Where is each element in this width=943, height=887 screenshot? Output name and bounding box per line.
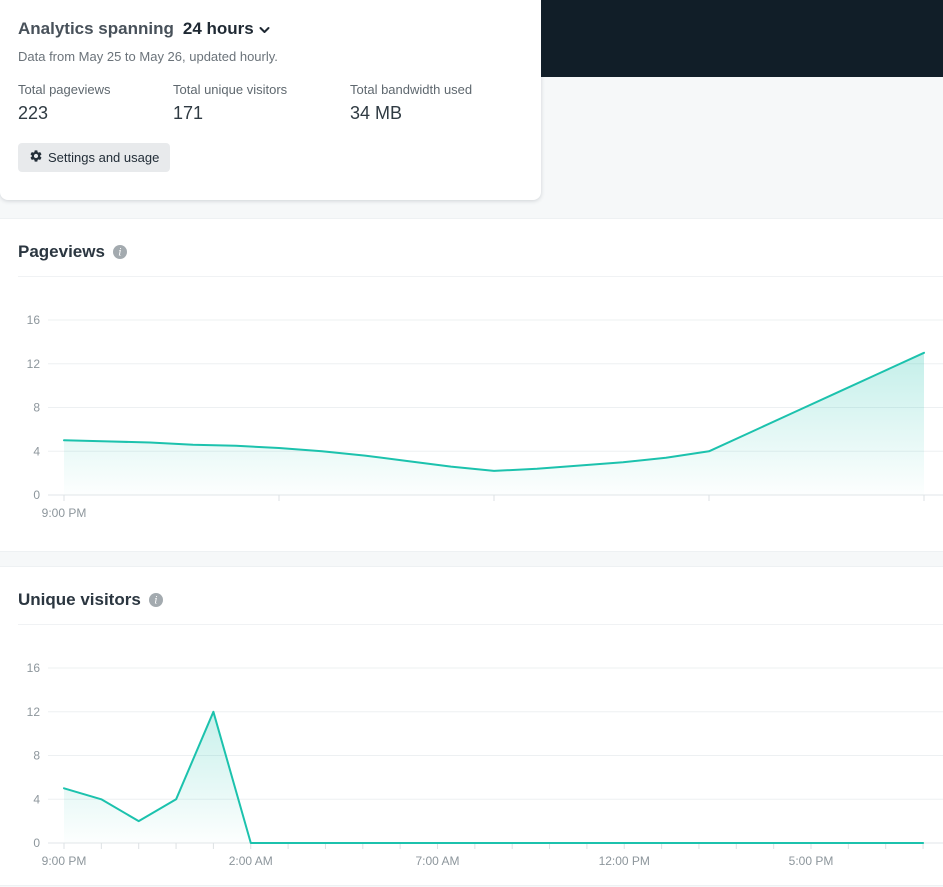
x-axis-label: 9:00 PM	[42, 854, 87, 868]
panel-divider	[18, 624, 943, 625]
x-axis-label: 9:00 PM	[42, 506, 87, 520]
settings-button-label: Settings and usage	[48, 150, 160, 165]
unique-visitors-chart[interactable]: 0 4 8 12 16 9:00 PM 2:00 AM 7:00 AM 12:00 PM 5:00…	[0, 637, 943, 887]
info-icon: i	[112, 245, 127, 262]
unique-visitors-info-button[interactable]: i	[148, 593, 163, 610]
stat-total-pageviews: Total pageviews 223	[18, 82, 173, 124]
x-axis-label: 7:00 AM	[415, 854, 459, 868]
series-line	[63, 710, 925, 844]
series-area	[64, 711, 924, 843]
card-title-row: Analytics spanning 24 hours	[18, 19, 523, 39]
pageviews-chart[interactable]: 0 4 8 12 16 9:00 PM	[0, 289, 943, 539]
y-axis-label: 4	[33, 792, 40, 806]
unique-visitors-panel: Unique visitors i 0 4 8 12 16 9:00 PM 2:00 AM 7…	[0, 566, 943, 886]
stat-value: 223	[18, 103, 49, 123]
x-axis-label: 12:00 PM	[599, 854, 650, 868]
y-axis-label: 4	[33, 444, 40, 458]
y-axis-label: 16	[27, 313, 41, 327]
settings-and-usage-button[interactable]: Settings and usage	[18, 143, 171, 172]
unique-visitors-title: Unique visitors	[18, 590, 141, 609]
pageviews-info-button[interactable]: i	[112, 245, 127, 262]
gear-icon	[29, 149, 43, 166]
y-axis-label: 12	[27, 705, 41, 719]
series-line	[63, 351, 925, 472]
stat-label: Total unique visitors	[173, 82, 288, 97]
card-title: Analytics spanning	[18, 19, 174, 38]
pageviews-title: Pageviews	[18, 242, 105, 261]
y-axis-label: 16	[27, 661, 41, 675]
y-axis-label: 12	[27, 357, 41, 371]
top-navbar-region	[541, 0, 943, 77]
pageviews-panel: Pageviews i 0 4 8 12 16 9:00 PM	[0, 218, 943, 552]
x-axis-label: 2:00 AM	[229, 854, 273, 868]
y-axis-label: 0	[33, 488, 40, 502]
data-range-subtitle: Data from May 25 to May 26, updated hour…	[18, 49, 278, 64]
chevron-down-icon	[259, 19, 270, 39]
analytics-summary-card: Analytics spanning 24 hours Data from Ma…	[0, 0, 541, 200]
stat-total-unique-visitors: Total unique visitors 171	[173, 82, 350, 124]
svg-text:i: i	[154, 596, 157, 607]
y-axis-label: 0	[33, 836, 40, 850]
stat-label: Total pageviews	[18, 82, 111, 97]
y-axis-label: 8	[33, 749, 40, 763]
series-area	[64, 352, 924, 495]
panel-divider	[18, 276, 943, 277]
stats-row: Total pageviews 223 Total unique visitor…	[18, 82, 523, 124]
time-range-value: 24 hours	[182, 19, 254, 38]
info-icon: i	[148, 593, 163, 610]
stat-label: Total bandwidth used	[350, 82, 473, 97]
x-axis-label: 5:00 PM	[789, 854, 834, 868]
time-range-dropdown[interactable]: 24 hours	[183, 19, 270, 39]
stat-value: 171	[173, 103, 204, 123]
svg-text:i: i	[118, 248, 121, 259]
stat-value: 34 MB	[350, 103, 403, 123]
stat-total-bandwidth: Total bandwidth used 34 MB	[350, 82, 510, 124]
y-axis-label: 8	[33, 401, 40, 415]
